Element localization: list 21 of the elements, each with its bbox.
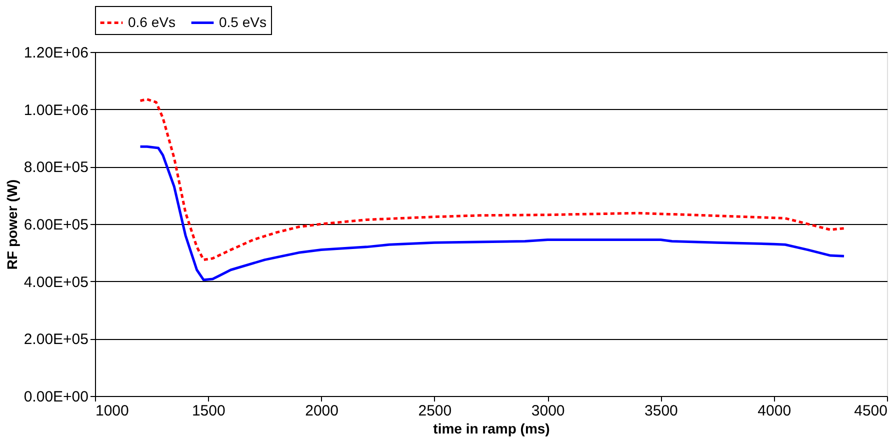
x-tick-label: 4000	[758, 402, 792, 420]
y-axis-title: RF power (W)	[4, 179, 20, 270]
legend-label: 0.6 eVs	[128, 14, 176, 30]
y-tick-label: 2.00E+05	[24, 331, 88, 348]
x-tick-label: 2000	[305, 402, 338, 420]
x-tick-label: 3000	[531, 402, 565, 420]
y-tick-label: 6.00E+05	[24, 216, 88, 234]
line-series	[139, 145, 846, 282]
x-tick-label: 3500	[644, 402, 678, 420]
y-tick-label: 1.00E+06	[24, 102, 88, 119]
y-tick-label: 8.00E+05	[24, 159, 88, 176]
x-axis-title: time in ramp (ms)	[433, 420, 550, 436]
x-tick-label: 1000	[96, 402, 129, 420]
x-tick-label: 4500	[854, 402, 888, 420]
y-tick-label: 0.00E+00	[24, 388, 88, 406]
legend-label: 0.5 eVs	[219, 14, 266, 30]
y-tick-label: 1.20E+06	[24, 44, 88, 62]
y-tick-label: 4.00E+05	[24, 274, 88, 291]
line-series	[139, 98, 846, 262]
x-tick-label: 2500	[418, 402, 452, 420]
x-tick-label: 1500	[192, 402, 226, 420]
